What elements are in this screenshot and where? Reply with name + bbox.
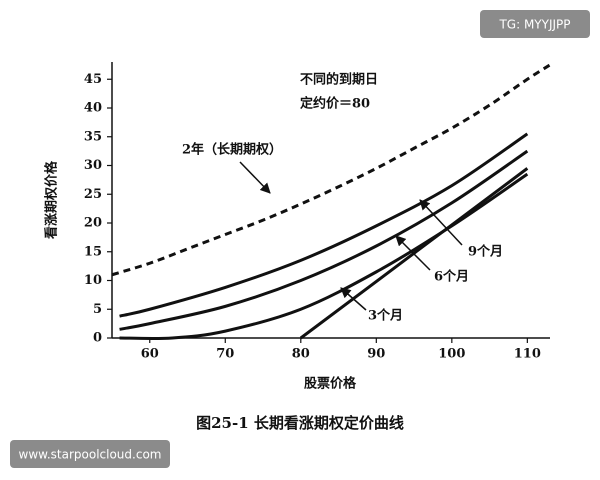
- x-tick-label: 80: [292, 347, 310, 362]
- x-axis-label: 股票价格: [304, 376, 357, 392]
- y-tick-label: 40: [84, 101, 102, 116]
- arrow: [239, 161, 271, 194]
- series-line: [119, 149, 529, 331]
- arrow: [419, 199, 463, 246]
- y-tick-label: 15: [84, 244, 102, 259]
- series-label: 9个月: [468, 244, 503, 260]
- chart-title: 图25-1 长期看涨期权定价曲线: [196, 414, 404, 432]
- x-tick-label: 90: [367, 347, 385, 362]
- y-tick-label: 45: [84, 72, 102, 87]
- y-tick-label: 5: [93, 302, 102, 317]
- x-tick-label: 70: [216, 347, 234, 362]
- series-label: 2年（长期期权）: [182, 142, 282, 158]
- series-line: [119, 132, 529, 318]
- y-tick-label: 0: [93, 331, 102, 346]
- watermark-box: [480, 10, 590, 38]
- x-tick-label: 100: [438, 347, 465, 362]
- x-tick-label: 60: [141, 347, 159, 362]
- x-tick-label: 110: [514, 347, 541, 362]
- y-tick-label: 10: [84, 273, 102, 288]
- y-tick-label: 35: [84, 129, 102, 144]
- y-axis-label: 看涨期权价格: [44, 160, 60, 239]
- annotation: 定约价＝80: [299, 96, 370, 112]
- series-line: [111, 63, 551, 277]
- y-tick-label: 20: [84, 216, 102, 231]
- y-tick-label: 25: [84, 187, 102, 202]
- series-label: 3个月: [368, 308, 403, 324]
- series-label: 6个月: [434, 269, 469, 285]
- watermark-box: [10, 440, 170, 468]
- y-tick-label: 30: [84, 158, 102, 173]
- watermark: www.starpoolcloud.com: [19, 448, 162, 462]
- watermark: TG: MYYJJPP: [498, 18, 570, 32]
- series-line: [299, 167, 529, 340]
- annotation: 不同的到期日: [300, 72, 378, 88]
